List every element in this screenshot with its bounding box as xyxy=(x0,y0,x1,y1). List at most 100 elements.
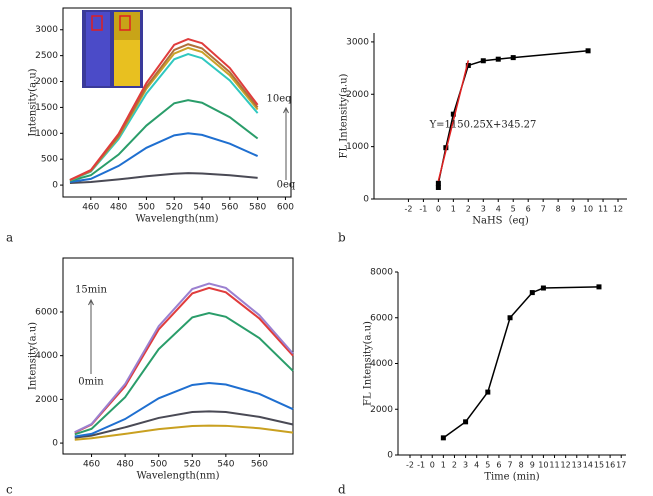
x-tick-label: 600 xyxy=(277,203,294,213)
y-tick-label: 2000 xyxy=(35,395,58,405)
x-tick-label: -1 xyxy=(419,205,427,214)
data-point xyxy=(435,184,441,190)
x-tick-label: 6 xyxy=(526,205,531,214)
series-line xyxy=(69,99,259,182)
data-point xyxy=(507,315,513,321)
data-point xyxy=(596,284,602,290)
annotation: 0min xyxy=(78,377,104,388)
x-tick-label: 7 xyxy=(541,205,546,214)
series-line xyxy=(74,424,294,441)
x-tick-label: 5 xyxy=(485,461,490,470)
y-tick-label: 0 xyxy=(52,439,58,449)
y-axis-label: FL Intensity(a.u) xyxy=(363,321,374,406)
arrow-head xyxy=(88,298,94,306)
y-tick-label: 1500 xyxy=(35,103,58,113)
data-point xyxy=(440,435,446,441)
x-tick-label: 11 xyxy=(549,461,559,470)
x-tick-label: 2 xyxy=(452,461,457,470)
panel-label: c xyxy=(6,483,13,496)
series-line xyxy=(69,172,258,185)
data-point xyxy=(480,58,486,64)
x-tick-label: 4 xyxy=(496,205,501,214)
annotation: 0eq xyxy=(277,180,296,191)
x-tick-label: 12 xyxy=(561,461,571,470)
x-tick-label: 3 xyxy=(463,461,468,470)
y-tick-label: 6000 xyxy=(370,313,393,323)
y-tick-label: 8000 xyxy=(370,268,393,278)
x-tick-label: 580 xyxy=(249,203,266,213)
x-tick-label: 6 xyxy=(496,461,501,470)
y-tick-label: 3000 xyxy=(35,25,58,35)
x-tick-label: 520 xyxy=(184,460,201,470)
series-line xyxy=(74,282,294,434)
data-point xyxy=(485,389,491,395)
x-tick-label: 7 xyxy=(508,461,513,470)
y-tick-label: 2500 xyxy=(35,51,58,61)
y-tick-label: 0 xyxy=(387,451,393,461)
y-tick-label: 3000 xyxy=(346,37,369,47)
x-axis-label: Wavelength(nm) xyxy=(136,471,219,482)
data-point xyxy=(465,62,471,68)
annotation: 10eq xyxy=(266,94,292,105)
data-point xyxy=(540,285,546,291)
data-point xyxy=(529,290,535,296)
x-tick-label: 10 xyxy=(538,461,548,470)
x-tick-label: 1 xyxy=(451,205,456,214)
data-point xyxy=(495,56,501,62)
x-tick-label: -1 xyxy=(417,461,425,470)
panel-label: b xyxy=(338,231,346,245)
y-tick-label: 2000 xyxy=(370,405,393,415)
x-tick-label: 13 xyxy=(572,461,582,470)
x-tick-label: 9 xyxy=(571,205,576,214)
series-line xyxy=(442,286,600,439)
x-tick-label: 560 xyxy=(251,460,268,470)
y-tick-label: 0 xyxy=(363,195,369,205)
y-tick-label: 2000 xyxy=(346,90,369,100)
y-axis-label: FL Intensity(a.u) xyxy=(339,73,350,158)
x-tick-label: 560 xyxy=(221,203,238,213)
x-tick-label: 17 xyxy=(616,461,626,470)
x-tick-label: 500 xyxy=(138,203,155,213)
series-line xyxy=(69,132,259,183)
y-tick-label: 500 xyxy=(41,155,58,165)
x-axis-label: Time (min) xyxy=(484,472,539,483)
panel-label: d xyxy=(338,483,346,496)
x-tick-label: 4 xyxy=(474,461,479,470)
x-tick-label: 11 xyxy=(598,205,608,214)
data-point xyxy=(443,145,449,151)
data-point xyxy=(510,55,516,61)
x-tick-label: -2 xyxy=(404,205,412,214)
panel-label: a xyxy=(6,231,13,245)
y-axis-label: Intensity(a.u) xyxy=(28,322,39,390)
y-tick-label: 6000 xyxy=(35,307,58,317)
x-tick-label: 480 xyxy=(110,203,127,213)
y-tick-label: 2000 xyxy=(35,77,58,87)
x-tick-label: 8 xyxy=(519,461,524,470)
data-point xyxy=(585,48,591,54)
inset-photo xyxy=(82,10,143,88)
y-tick-label: 4000 xyxy=(35,351,58,361)
plot-frame xyxy=(62,7,292,198)
x-tick-label: 0 xyxy=(430,461,435,470)
y-axis-label: Intensity(a.u) xyxy=(28,68,39,136)
x-tick-label: 1 xyxy=(441,461,446,470)
x-tick-label: 480 xyxy=(117,460,134,470)
x-tick-label: 16 xyxy=(605,461,615,470)
x-tick-label: 14 xyxy=(583,461,593,470)
x-tick-label: -2 xyxy=(406,461,414,470)
series-line xyxy=(437,60,470,182)
x-tick-label: 540 xyxy=(217,460,234,470)
arrow-head xyxy=(283,106,289,114)
series-line xyxy=(69,38,259,181)
highlight xyxy=(119,15,131,31)
x-axis-label: Wavelength(nm) xyxy=(135,214,218,225)
x-tick-label: 3 xyxy=(481,205,486,214)
x-tick-label: 9 xyxy=(530,461,535,470)
x-tick-label: 12 xyxy=(613,205,623,214)
data-point xyxy=(463,419,469,425)
series-line xyxy=(74,381,294,438)
x-axis-label: NaHS（eq) xyxy=(472,215,529,227)
x-tick-label: 0 xyxy=(436,205,441,214)
annotation: 15min xyxy=(75,285,107,296)
